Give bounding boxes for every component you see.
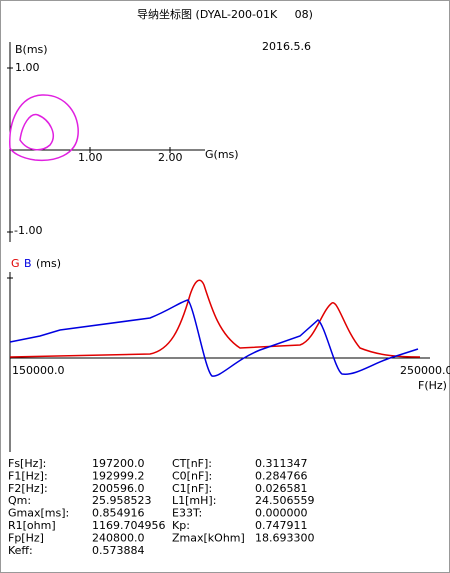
param-value: 197200.0 [92,457,145,470]
param-value: 0.000000 [255,507,308,520]
param-value: 0.311347 [255,457,308,470]
param-value: 0.747911 [255,519,308,532]
f-end: 250000.0 [400,364,450,377]
param-value: 25.958523 [92,494,152,507]
param-label: Gmax[ms]: [8,507,69,520]
admittance-circle [9,94,79,162]
param-value: 240800.0 [92,531,145,544]
param-value: 18.693300 [255,531,315,544]
param-label: F1[Hz]: [8,469,48,482]
b-curve [9,299,419,377]
date: 2016.5.6 [262,40,311,53]
y-label: B(ms) [15,43,48,56]
y-tick-label: 1.00 [15,61,40,74]
param-label: L1[mH]: [172,494,216,507]
param-label: Qm: [8,494,31,507]
param-label: Zmax[kOhm] [172,531,245,544]
param-label: Kp: [172,519,190,532]
param-label: Fs[Hz]: [8,457,46,470]
x-label: F(Hz) [418,379,447,392]
param-value: 24.506559 [255,494,315,507]
b-label: B [24,257,32,270]
g-curve [9,279,421,358]
param-value: 0.284766 [255,469,308,482]
g-label: G [11,257,20,270]
param-label: E33T: [172,507,202,520]
param-value: 192999.2 [92,469,145,482]
x-tick-label: 1.00 [78,151,103,164]
param-label: C1[nF]: [172,482,212,495]
param-value: 1169.704956 [92,519,165,532]
unit-label: (ms) [36,257,61,270]
x-label: G(ms) [205,148,239,161]
param-value: 0.026581 [255,482,308,495]
y-tick-label: -1.00 [14,224,42,237]
f-start: 150000.0 [12,364,65,377]
param-value: 0.573884 [92,544,145,557]
param-value: 200596.0 [92,482,145,495]
title: 导纳坐标图 (DYAL-200-01K 08) [137,7,313,21]
param-value: 0.854916 [92,507,145,520]
param-label: Fp[Hz] [8,531,44,544]
parameter-table: Fs[Hz]: 197200.0 CT[nF]: 0.311347 F1[Hz]: 192… [8,457,315,557]
param-label: F2[Hz]: [8,482,48,495]
param-label: Keff: [8,544,33,557]
param-label: CT[nF]: [172,457,212,470]
x-tick-label: 2.00 [158,151,183,164]
param-label: C0[nF]: [172,469,212,482]
param-label: R1[ohm] [8,519,56,532]
